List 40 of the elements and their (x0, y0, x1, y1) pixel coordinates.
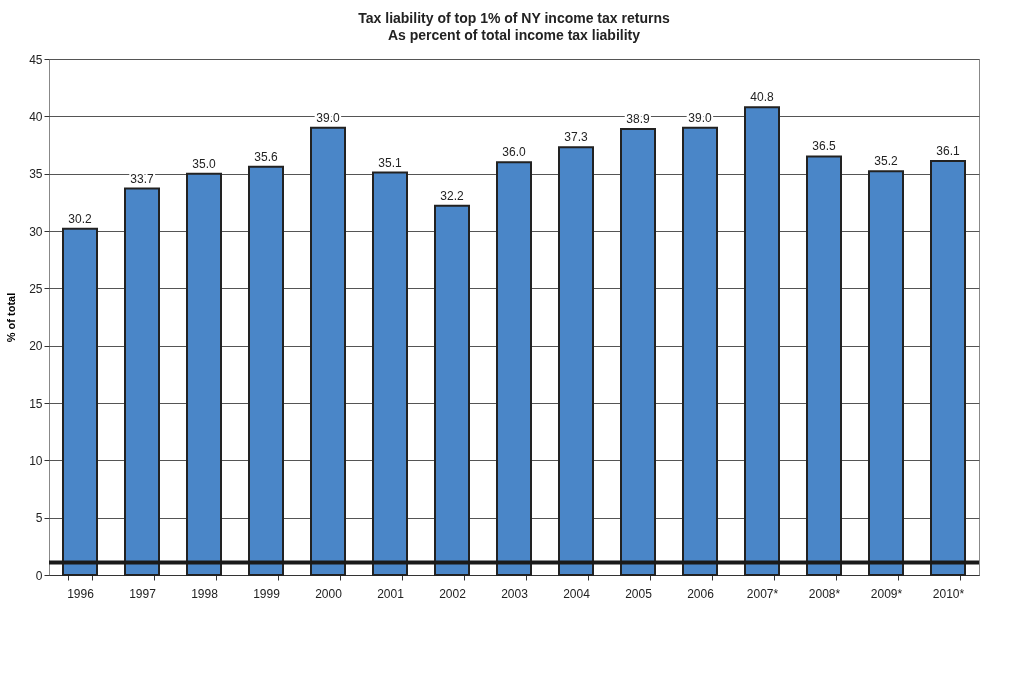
x-tick-label: 2007* (746, 586, 779, 601)
x-tick-label: 1996 (67, 586, 95, 601)
data-label: 35.6 (254, 149, 278, 164)
y-tick-label: 35 (29, 167, 43, 182)
data-label: 30.2 (68, 211, 92, 226)
chart-subtitle: As percent of total income tax liability (387, 27, 641, 43)
chart-title: Tax liability of top 1% of NY income tax returns (358, 10, 670, 26)
y-tick-label: 30 (29, 224, 43, 239)
data-label: 36.1 (936, 144, 960, 159)
y-axis-title: % of total (5, 292, 18, 343)
y-tick-label: 25 (29, 281, 43, 296)
x-tick-label: 2003 (501, 586, 529, 601)
x-tick-label: 2010* (932, 586, 965, 601)
y-tick-label: 45 (29, 52, 43, 67)
data-label: 33.7 (130, 171, 154, 186)
data-label: 36.0 (502, 145, 526, 160)
data-label: 36.5 (812, 139, 836, 154)
data-label: 35.2 (874, 154, 898, 169)
x-tick-label: 2002 (439, 586, 467, 601)
data-label: 35.0 (192, 156, 216, 171)
x-tick-label: 2001 (377, 586, 405, 601)
data-label: 35.1 (378, 155, 402, 170)
x-tick-label: 1998 (191, 586, 219, 601)
x-tick-label: 2004 (563, 586, 591, 601)
x-tick-label: 1997 (129, 586, 157, 601)
x-tick-label: 2006 (687, 586, 715, 601)
y-tick-label: 15 (29, 396, 43, 411)
y-tick-label: 0 (35, 568, 43, 583)
x-tick-label: 2009* (870, 586, 903, 601)
x-tick-label: 2005 (625, 586, 653, 601)
y-tick-label: 20 (29, 339, 43, 354)
data-label: 40.8 (750, 90, 774, 105)
data-label: 32.2 (440, 188, 464, 203)
x-tick-label: 2000 (315, 586, 343, 601)
y-tick-label: 40 (29, 109, 43, 124)
y-tick-label: 10 (29, 453, 43, 468)
x-tick-label: 1999 (253, 586, 281, 601)
x-tick-label: 2008* (808, 586, 841, 601)
y-tick-label: 5 (35, 511, 43, 526)
data-label: 37.3 (564, 130, 588, 145)
